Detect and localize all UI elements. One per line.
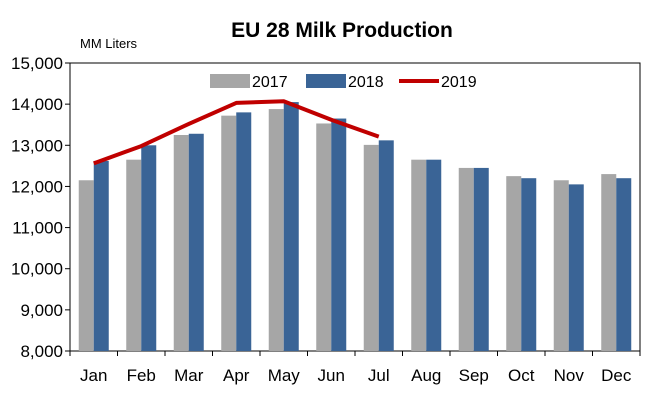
y-tick-label: 9,000	[20, 301, 63, 320]
legend-swatch-2018	[306, 74, 346, 88]
bar-2017-nov	[553, 180, 569, 351]
bar-2018-oct	[521, 178, 537, 351]
bar-2017-jan	[78, 180, 94, 351]
legend-swatch-2017	[210, 74, 250, 88]
bar-2017-jul	[363, 144, 379, 351]
bar-2018-nov	[568, 184, 584, 351]
line-2019	[93, 99, 380, 166]
bar-2017-apr	[221, 115, 237, 351]
x-axis: Jan Feb Mar Apr May Jun Jul Aug Sep Oct Nov Dec	[69, 351, 641, 385]
bar-2018-may	[283, 102, 299, 351]
bar-2017-oct	[506, 176, 522, 351]
bar-2017-feb	[126, 159, 142, 351]
x-tick-label: Jan	[80, 366, 107, 385]
bar-2018-jul	[378, 140, 394, 351]
y-tick-label: 11,000	[12, 219, 63, 238]
bar-2018-mar	[188, 133, 204, 351]
x-tick-label: Feb	[127, 366, 156, 385]
bar-2018-aug	[426, 159, 442, 351]
x-tick-label: Sep	[459, 366, 489, 385]
bar-2017-may	[268, 109, 284, 351]
y-unit-label: MM Liters	[80, 36, 138, 51]
bar-2017-jun	[316, 123, 332, 351]
bar-2017-dec	[601, 174, 617, 351]
bar-2017-aug	[411, 159, 427, 351]
legend-label-2017: 2017	[252, 74, 288, 91]
bar-2018-jun	[331, 118, 347, 352]
y-tick-label: 8,000	[20, 342, 63, 361]
bar-2018-sep	[473, 167, 489, 351]
y-axis: 8,000 9,000 10,000 11,000 12,000 13,000 14,000…	[11, 54, 70, 361]
x-tick-label: Mar	[174, 366, 204, 385]
legend-label-2018: 2018	[348, 74, 384, 91]
bars	[78, 102, 632, 352]
x-tick-label: Nov	[554, 366, 585, 385]
y-tick-label: 13,000	[11, 136, 63, 155]
chart-title: EU 28 Milk Production	[231, 19, 453, 42]
y-tick-label: 12,000	[11, 177, 63, 196]
line-series	[93, 99, 380, 166]
bar-2018-feb	[141, 145, 157, 351]
legend-label-2019: 2019	[441, 74, 477, 91]
x-tick-label: Apr	[223, 366, 250, 385]
bar-2018-dec	[616, 178, 632, 351]
legend: 2017 2018 2019	[210, 74, 477, 91]
bar-2017-mar	[173, 135, 189, 351]
y-tick-label: 10,000	[11, 260, 63, 279]
y-tick-label: 14,000	[11, 95, 63, 114]
x-tick-label: Oct	[508, 366, 535, 385]
x-tick-label: Dec	[601, 366, 632, 385]
x-tick-label: Aug	[411, 366, 441, 385]
x-tick-label: May	[268, 366, 301, 385]
x-tick-label: Jul	[368, 366, 390, 385]
bar-2017-sep	[458, 167, 474, 351]
bar-2018-apr	[236, 112, 252, 351]
bar-2018-jan	[93, 160, 109, 351]
x-tick-label: Jun	[318, 366, 345, 385]
y-tick-label: 15,000	[11, 54, 63, 73]
